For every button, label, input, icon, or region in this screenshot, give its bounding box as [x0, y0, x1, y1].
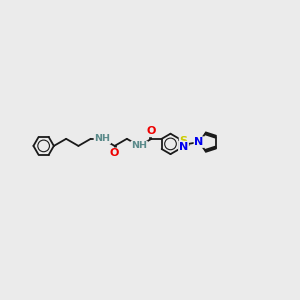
Text: NH: NH	[94, 134, 110, 143]
Text: S: S	[179, 136, 188, 146]
Text: O: O	[147, 126, 156, 136]
Text: N: N	[194, 137, 204, 147]
Text: O: O	[110, 148, 119, 158]
Text: NH: NH	[131, 141, 147, 150]
Text: N: N	[179, 142, 188, 152]
